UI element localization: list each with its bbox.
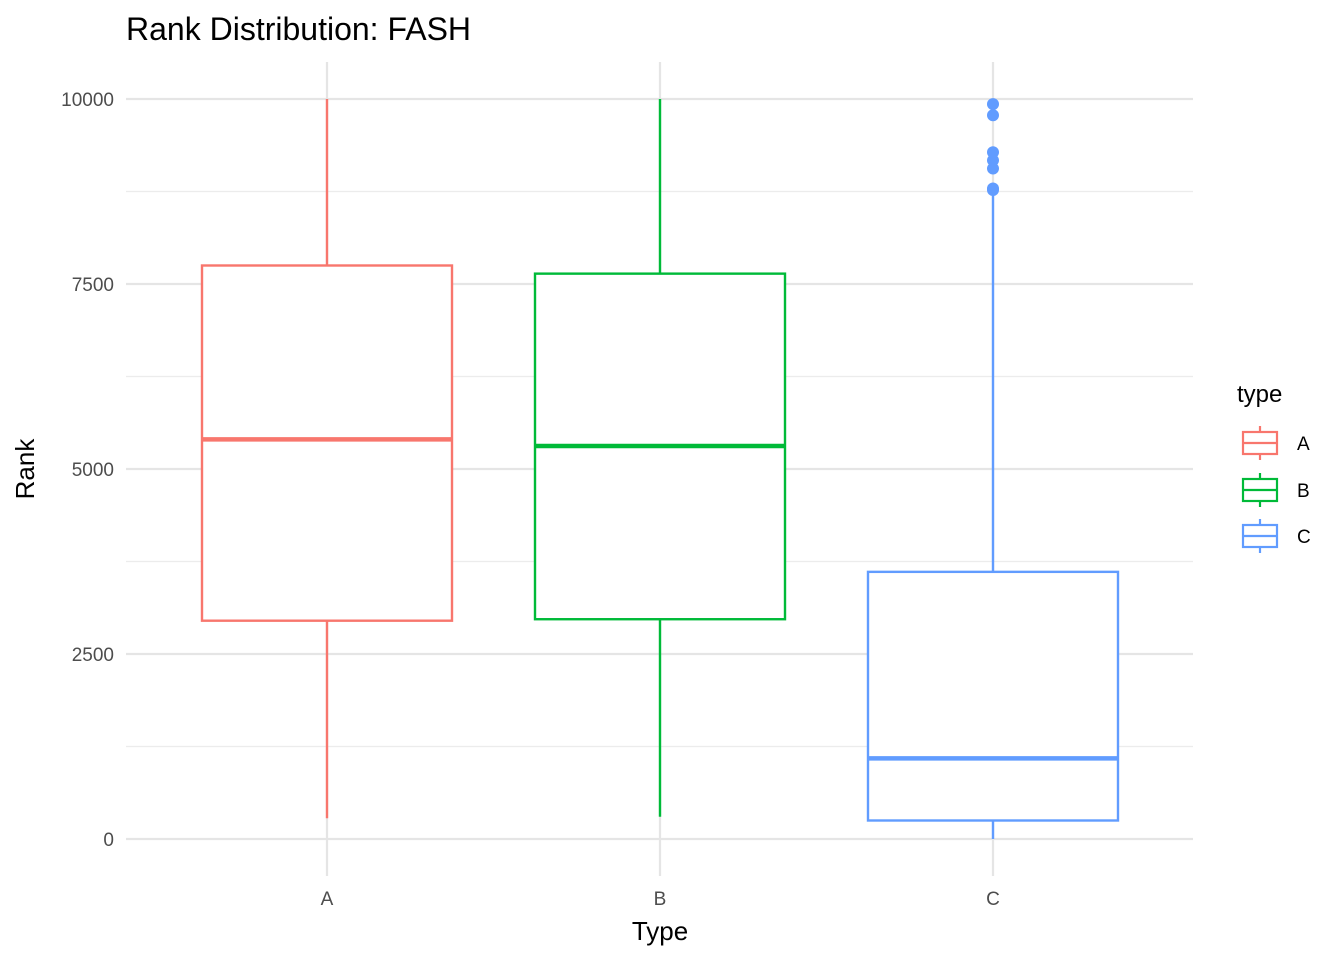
box-c bbox=[866, 98, 1120, 839]
iqr-box bbox=[866, 570, 1120, 822]
x-axis-ticks: A B C bbox=[321, 889, 1000, 910]
legend-label: C bbox=[1297, 527, 1311, 548]
outlier-point bbox=[987, 146, 999, 159]
y-tick-label: 2500 bbox=[72, 645, 114, 666]
y-tick-label: 5000 bbox=[72, 460, 114, 481]
legend-label: B bbox=[1297, 481, 1310, 502]
x-axis-title: Type bbox=[632, 916, 688, 946]
legend: type A B C bbox=[1237, 381, 1311, 553]
outlier-point bbox=[987, 182, 999, 195]
y-tick-label: 10000 bbox=[61, 90, 114, 111]
legend-title: type bbox=[1237, 381, 1282, 408]
chart-title: Rank Distribution: FASH bbox=[126, 11, 471, 47]
legend-label: A bbox=[1297, 434, 1310, 455]
y-axis-title: Rank bbox=[10, 438, 40, 500]
outlier-point bbox=[987, 98, 999, 111]
x-tick-label: C bbox=[986, 889, 1000, 910]
box-b bbox=[533, 99, 787, 817]
y-tick-label: 0 bbox=[103, 830, 114, 851]
x-tick-label: B bbox=[654, 889, 667, 910]
legend-key-a: A bbox=[1241, 426, 1310, 460]
y-tick-label: 7500 bbox=[72, 275, 114, 296]
x-tick-label: A bbox=[321, 889, 334, 910]
box-series bbox=[200, 98, 1120, 839]
y-axis-ticks: 0 2500 5000 7500 10000 bbox=[61, 90, 114, 851]
outlier-point bbox=[987, 109, 999, 122]
box-a bbox=[200, 99, 454, 819]
legend-key-b: B bbox=[1241, 473, 1310, 507]
iqr-box bbox=[200, 264, 454, 622]
legend-key-c: C bbox=[1241, 519, 1311, 553]
